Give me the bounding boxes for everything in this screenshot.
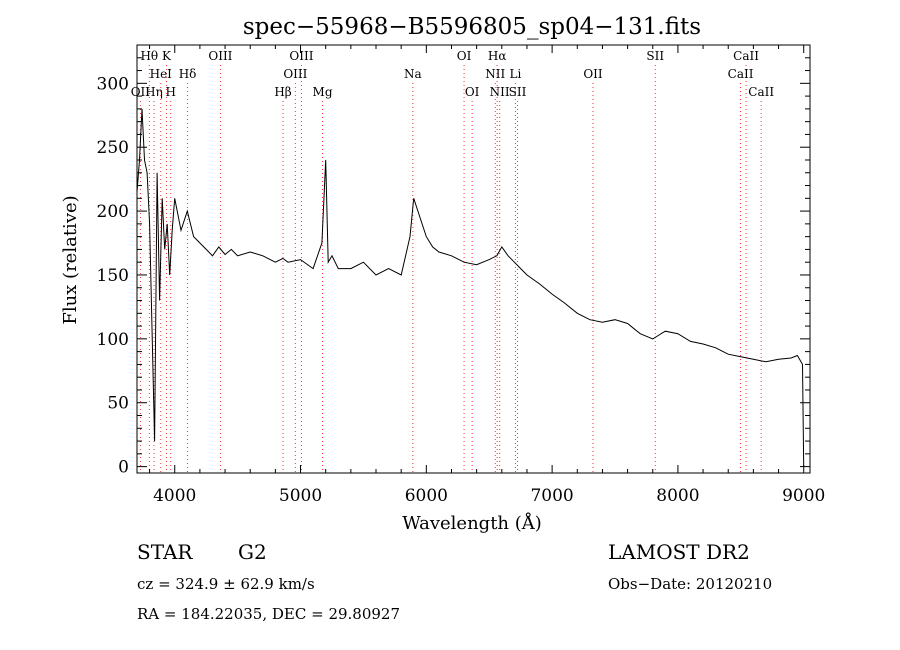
x-tick-label: 4000 — [153, 486, 196, 506]
coordinates: RA = 184.22035, DEC = 29.80927 — [137, 605, 401, 623]
line-marker-label: OII — [583, 67, 603, 81]
line-marker-label: OI — [465, 85, 480, 99]
x-tick-label: 7000 — [530, 486, 573, 506]
y-tick-label: 100 — [97, 330, 129, 350]
y-axis-label: Flux (relative) — [60, 195, 81, 324]
object-class: STAR — [137, 540, 193, 564]
line-marker-label: OIII — [208, 49, 232, 63]
line-marker-label: NII — [485, 67, 505, 81]
line-marker-label: CaII — [748, 85, 774, 99]
line-marker-label: Li — [509, 67, 521, 81]
y-tick-label: 250 — [97, 138, 129, 158]
line-marker-label: CaII — [728, 67, 754, 81]
y-tick-label: 150 — [97, 266, 129, 286]
x-tick-label: 8000 — [656, 486, 699, 506]
y-tick-label: 200 — [97, 202, 129, 222]
line-marker-label: CaII — [733, 49, 759, 63]
line-marker-label: Hθ — [140, 49, 158, 63]
y-axis: 0 50 100 150 200 250 300 — [97, 57, 810, 478]
x-tick-label: 9000 — [782, 486, 825, 506]
x-tick-label: 6000 — [405, 486, 448, 506]
line-marker-label: OI — [457, 49, 472, 63]
y-tick-label: 300 — [97, 74, 129, 94]
observation-date: Obs−Date: 20120210 — [608, 575, 773, 593]
chart-title: spec−55968−B5596805_sp04−131.fits — [243, 14, 701, 40]
spectrum-chart: spec−55968−B5596805_sp04−131.fits Hθ K OII… — [60, 14, 825, 534]
line-marker-label: OII — [131, 85, 151, 99]
line-marker-label: HeI — [150, 67, 173, 81]
plot-frame — [136, 44, 811, 474]
line-marker-label: SII — [509, 85, 527, 99]
line-marker-label: Hα — [488, 49, 507, 63]
line-marker-label: NII — [490, 85, 510, 99]
line-marker-label: OIII — [283, 67, 307, 81]
object-subclass: G2 — [238, 540, 267, 564]
line-markers: Hθ K OIII OIII OI Hα SII CaII HeI Hδ OIII Na NII Li OI… — [131, 49, 774, 473]
line-marker-label: Hδ — [179, 67, 197, 81]
line-marker-label: H — [165, 85, 175, 99]
redshift-value: cz = 324.9 ± 62.9 km/s — [137, 575, 315, 593]
line-marker-label: Hβ — [274, 85, 291, 99]
y-tick-label: 0 — [118, 458, 129, 478]
line-marker-label: K — [162, 49, 172, 63]
survey-name: LAMOST DR2 — [608, 540, 750, 564]
line-marker-label: OIII — [289, 49, 313, 63]
y-tick-label: 50 — [107, 394, 129, 414]
line-marker-label: Mg — [313, 85, 333, 99]
line-marker-label: Hη — [145, 85, 163, 99]
x-axis-label: Wavelength (Å) — [402, 512, 542, 534]
line-marker-label: SII — [646, 49, 664, 63]
x-tick-label: 5000 — [279, 486, 322, 506]
x-axis: 4000 5000 6000 7000 8000 9000 — [149, 45, 825, 506]
spectrum-line — [136, 108, 805, 467]
line-marker-label: Na — [404, 67, 422, 81]
